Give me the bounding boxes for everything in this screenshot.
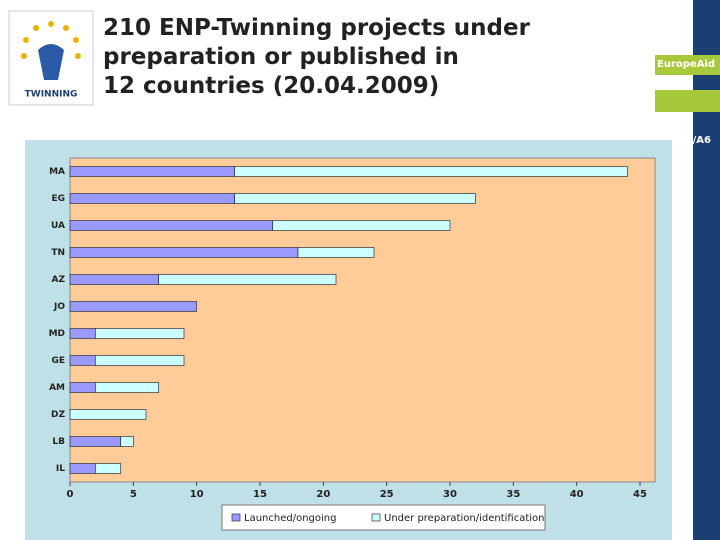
bar bbox=[69, 166, 236, 177]
y-tick-label: DZ bbox=[51, 410, 65, 420]
y-tick-label: AZ bbox=[52, 275, 66, 285]
legend-swatch bbox=[371, 513, 381, 522]
bar bbox=[69, 193, 236, 204]
bar bbox=[297, 247, 375, 258]
legend-label: Under preparation/identification bbox=[384, 513, 544, 524]
sidebar-tag: AIDCO/A6 bbox=[657, 135, 711, 146]
x-tick-label: 30 bbox=[443, 489, 457, 500]
x-tick-label: 40 bbox=[570, 489, 584, 500]
bar bbox=[69, 247, 299, 258]
title-line: preparation or published in bbox=[103, 44, 459, 70]
legend-box bbox=[221, 504, 546, 531]
bar bbox=[94, 328, 185, 339]
x-tick-label: 10 bbox=[190, 489, 204, 500]
x-tick-label: 5 bbox=[130, 489, 137, 500]
logo-stars bbox=[21, 21, 81, 59]
sidebar-box bbox=[655, 90, 720, 112]
bar bbox=[272, 220, 451, 231]
x-tick-label: 45 bbox=[633, 489, 647, 500]
plot-area bbox=[69, 157, 656, 483]
logo-figure bbox=[38, 44, 64, 80]
y-tick-label: LB bbox=[52, 437, 65, 447]
logo-text: TWINNING bbox=[25, 90, 78, 100]
bar bbox=[234, 193, 476, 204]
x-tick-label: 35 bbox=[506, 489, 520, 500]
bar bbox=[69, 328, 96, 339]
legend-label: Launched/ongoing bbox=[244, 513, 336, 524]
bar bbox=[94, 382, 160, 393]
bar bbox=[94, 463, 122, 474]
bar bbox=[69, 301, 198, 312]
bar bbox=[94, 355, 185, 366]
sidebar-tag: EuropeAid bbox=[655, 55, 720, 75]
bar bbox=[158, 274, 337, 285]
bar bbox=[120, 436, 134, 447]
y-tick-label: GE bbox=[51, 356, 65, 366]
title-line: 12 countries (20.04.2009) bbox=[103, 73, 440, 99]
bar bbox=[69, 274, 160, 285]
bar bbox=[69, 220, 274, 231]
bar bbox=[69, 382, 96, 393]
bar bbox=[69, 436, 122, 447]
y-tick-label: MA bbox=[49, 167, 65, 177]
x-tick-label: 20 bbox=[316, 489, 330, 500]
y-tick-label: JO bbox=[53, 302, 65, 312]
y-tick-label: TN bbox=[51, 248, 65, 258]
logo: TWINNING bbox=[8, 10, 94, 106]
y-tick-label: EG bbox=[51, 194, 65, 204]
title-line: 210 ENP-Twinning projects under bbox=[103, 15, 530, 41]
y-tick-label: UA bbox=[51, 221, 65, 231]
bar bbox=[234, 166, 628, 177]
legend-swatch bbox=[231, 513, 241, 522]
bar bbox=[69, 355, 96, 366]
x-tick-label: 0 bbox=[67, 489, 74, 500]
x-tick-label: 15 bbox=[253, 489, 267, 500]
x-tick-label: 25 bbox=[380, 489, 394, 500]
y-tick-label: AM bbox=[49, 383, 65, 393]
title: 210 ENP-Twinning projects under preparat… bbox=[103, 14, 530, 101]
bar bbox=[69, 463, 96, 474]
bar bbox=[69, 409, 147, 420]
y-tick-label: MD bbox=[49, 329, 65, 339]
y-tick-label: IL bbox=[56, 464, 65, 474]
